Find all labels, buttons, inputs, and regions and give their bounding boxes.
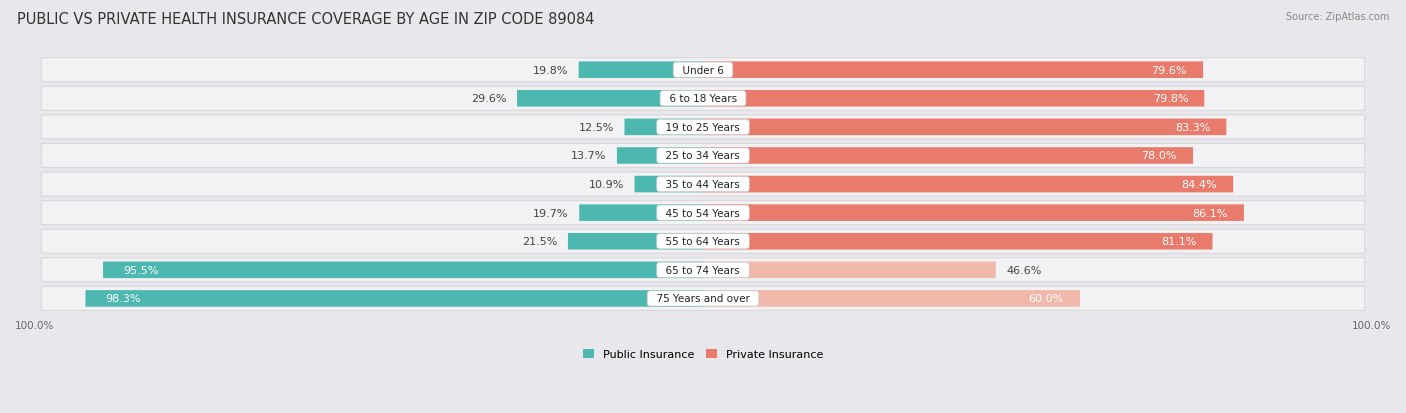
- FancyBboxPatch shape: [86, 290, 703, 307]
- FancyBboxPatch shape: [41, 201, 1365, 225]
- FancyBboxPatch shape: [703, 233, 1212, 250]
- Text: Under 6: Under 6: [676, 66, 730, 76]
- FancyBboxPatch shape: [703, 262, 995, 278]
- FancyBboxPatch shape: [41, 87, 1365, 111]
- Text: 6 to 18 Years: 6 to 18 Years: [662, 94, 744, 104]
- FancyBboxPatch shape: [41, 173, 1365, 197]
- FancyBboxPatch shape: [634, 176, 703, 193]
- Text: 60.0%: 60.0%: [1029, 294, 1064, 304]
- FancyBboxPatch shape: [703, 62, 1204, 79]
- Text: PUBLIC VS PRIVATE HEALTH INSURANCE COVERAGE BY AGE IN ZIP CODE 89084: PUBLIC VS PRIVATE HEALTH INSURANCE COVER…: [17, 12, 595, 27]
- FancyBboxPatch shape: [41, 230, 1365, 254]
- FancyBboxPatch shape: [579, 62, 703, 79]
- FancyBboxPatch shape: [703, 290, 1080, 307]
- FancyBboxPatch shape: [517, 91, 703, 107]
- Text: 79.6%: 79.6%: [1152, 66, 1187, 76]
- FancyBboxPatch shape: [103, 262, 703, 278]
- FancyBboxPatch shape: [579, 205, 703, 221]
- Text: 84.4%: 84.4%: [1181, 180, 1218, 190]
- FancyBboxPatch shape: [568, 233, 703, 250]
- Legend: Public Insurance, Private Insurance: Public Insurance, Private Insurance: [579, 344, 827, 364]
- FancyBboxPatch shape: [703, 119, 1226, 136]
- Text: 29.6%: 29.6%: [471, 94, 506, 104]
- Text: 75 Years and over: 75 Years and over: [650, 294, 756, 304]
- FancyBboxPatch shape: [41, 258, 1365, 282]
- FancyBboxPatch shape: [703, 176, 1233, 193]
- Text: 95.5%: 95.5%: [124, 265, 159, 275]
- Text: 55 to 64 Years: 55 to 64 Years: [659, 237, 747, 247]
- Text: 81.1%: 81.1%: [1161, 237, 1197, 247]
- Text: 19.7%: 19.7%: [533, 208, 568, 218]
- Text: 79.8%: 79.8%: [1153, 94, 1188, 104]
- FancyBboxPatch shape: [41, 144, 1365, 168]
- FancyBboxPatch shape: [41, 59, 1365, 83]
- FancyBboxPatch shape: [703, 91, 1205, 107]
- Text: 46.6%: 46.6%: [1007, 265, 1042, 275]
- Text: 19 to 25 Years: 19 to 25 Years: [659, 123, 747, 133]
- FancyBboxPatch shape: [41, 287, 1365, 311]
- Text: 65 to 74 Years: 65 to 74 Years: [659, 265, 747, 275]
- Text: 86.1%: 86.1%: [1192, 208, 1227, 218]
- Text: 78.0%: 78.0%: [1142, 151, 1177, 161]
- Text: 98.3%: 98.3%: [105, 294, 141, 304]
- FancyBboxPatch shape: [617, 148, 703, 164]
- FancyBboxPatch shape: [41, 116, 1365, 140]
- FancyBboxPatch shape: [703, 148, 1194, 164]
- Text: 21.5%: 21.5%: [522, 237, 557, 247]
- Text: 12.5%: 12.5%: [578, 123, 614, 133]
- Text: 25 to 34 Years: 25 to 34 Years: [659, 151, 747, 161]
- FancyBboxPatch shape: [624, 119, 703, 136]
- FancyBboxPatch shape: [703, 205, 1244, 221]
- Text: 13.7%: 13.7%: [571, 151, 606, 161]
- Text: Source: ZipAtlas.com: Source: ZipAtlas.com: [1285, 12, 1389, 22]
- Text: 45 to 54 Years: 45 to 54 Years: [659, 208, 747, 218]
- Text: 10.9%: 10.9%: [589, 180, 624, 190]
- Text: 83.3%: 83.3%: [1175, 123, 1211, 133]
- Text: 19.8%: 19.8%: [533, 66, 568, 76]
- Text: 35 to 44 Years: 35 to 44 Years: [659, 180, 747, 190]
